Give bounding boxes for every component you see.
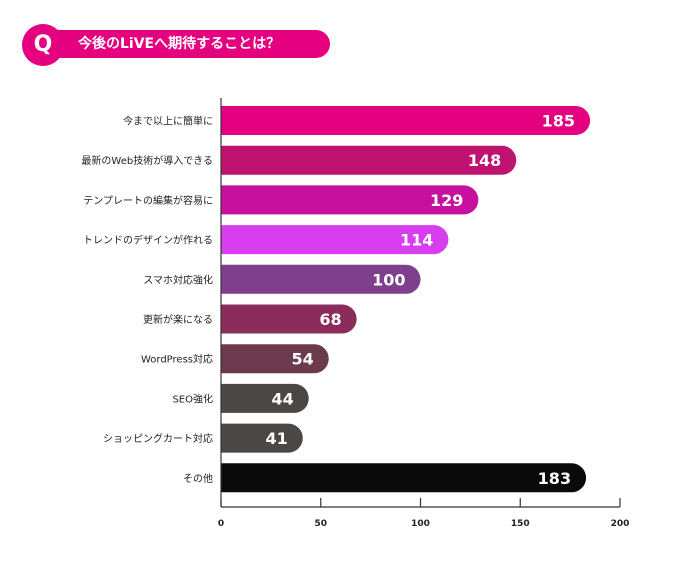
category-label: テンプレートの編集が容易に [83, 194, 213, 207]
value-label: 44 [272, 389, 294, 408]
value-label: 54 [291, 350, 313, 369]
bar-7 [221, 344, 329, 374]
value-label: 129 [430, 191, 463, 210]
category-label: WordPress対応 [141, 353, 213, 366]
category-label: SEO強化 [172, 392, 213, 405]
bar-2 [221, 145, 517, 175]
x-tick-label: 200 [611, 519, 630, 529]
category-label: 今まで以上に簡単に [123, 115, 213, 128]
bar-5 [221, 264, 421, 294]
x-tick-label: 50 [314, 519, 327, 529]
q-badge: Q [22, 24, 64, 66]
question-title: 今後のLiVEへ期待することは？ [78, 36, 281, 52]
value-label: 114 [400, 231, 433, 250]
bar-4 [221, 225, 449, 255]
category-label: 更新が楽になる [143, 313, 213, 326]
bar-10 [221, 463, 587, 493]
x-tick-label: 150 [511, 519, 530, 529]
value-label: 185 [542, 112, 575, 131]
value-label: 68 [319, 310, 341, 329]
bar-3 [221, 185, 479, 215]
category-label: その他 [183, 472, 213, 485]
bars-group: 185 今まで以上に簡単に 148 最新のWeb技術が導入できる 129 テンプレートの編… [81, 106, 591, 493]
header-pill [42, 30, 330, 58]
bar-9 [221, 423, 303, 453]
question-header: Q 今後のLiVEへ期待することは？ [22, 24, 330, 66]
x-tick-label: 0 [218, 519, 224, 529]
x-tick-label: 100 [411, 519, 430, 529]
category-label: ショッピングカート対応 [103, 432, 213, 445]
axis-group: 0 50 100 150 200 [218, 98, 630, 529]
category-label: スマホ対応強化 [143, 273, 213, 286]
value-label: 41 [266, 429, 288, 448]
bar-1 [221, 106, 591, 135]
bar-6 [221, 304, 357, 334]
category-label: 最新のWeb技術が導入できる [81, 154, 213, 167]
value-label: 100 [372, 270, 405, 289]
category-label: トレンドのデザインが作れる [83, 234, 213, 247]
bar-8 [221, 383, 309, 413]
value-label: 183 [538, 469, 571, 488]
value-label: 148 [468, 151, 501, 170]
